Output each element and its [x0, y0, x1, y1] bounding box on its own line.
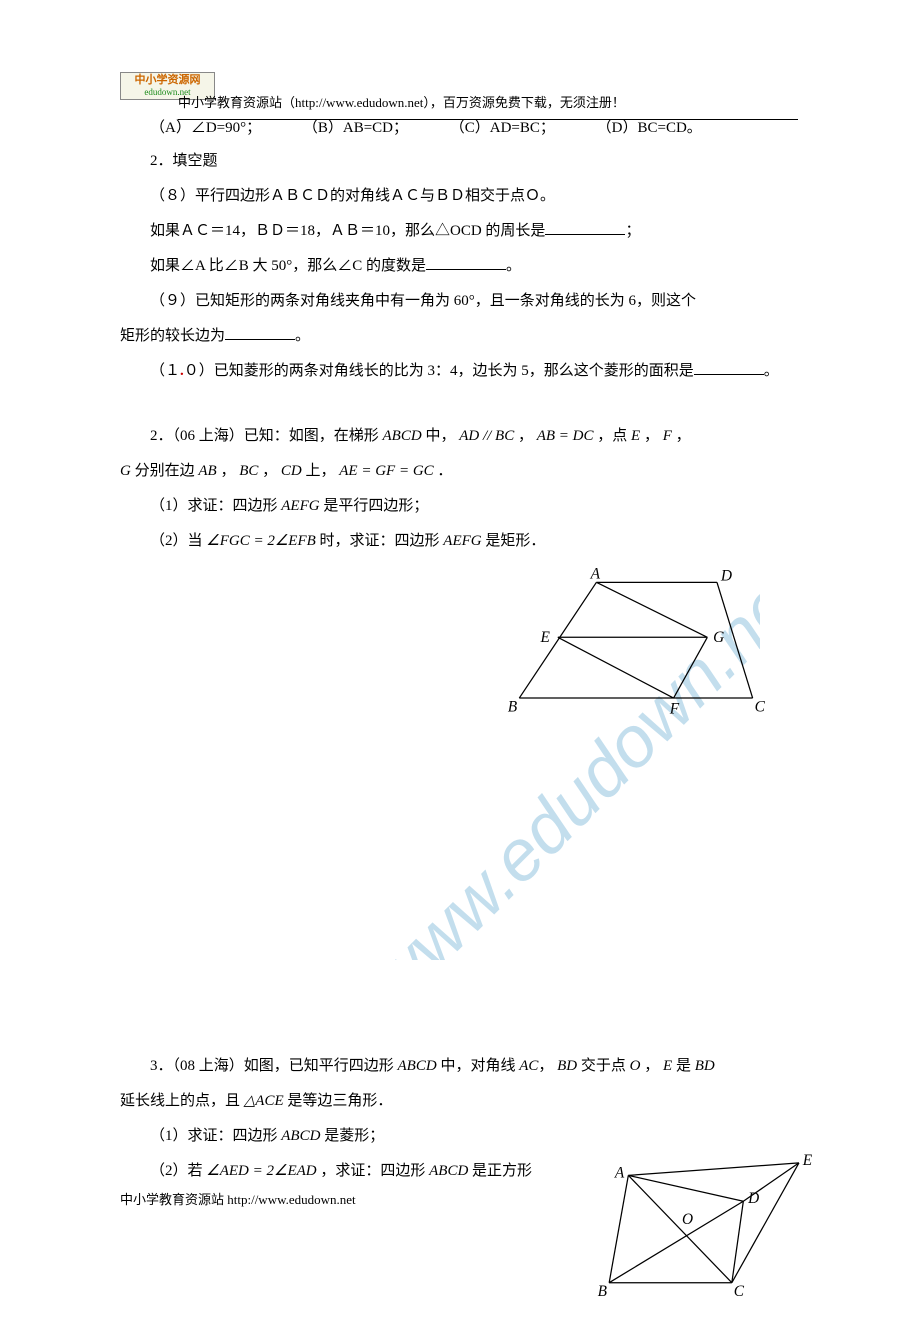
q9-line2: 矩形的较长边为。: [120, 320, 800, 353]
q8-line1: （８）平行四边形ＡＢＣＤ的对角线ＡＣ与ＢＤ相交于点Ｏ。: [120, 180, 800, 213]
footer-text: 中小学教育资源站 http://www.edudown.net: [120, 1186, 356, 1215]
svg-text:A: A: [614, 1164, 625, 1181]
answer-choices: （A）∠D=90°； （B）AB=CD； （C）AD=BC； （D）BC=CD。: [120, 112, 800, 145]
blank: [225, 324, 295, 340]
blank: [694, 359, 764, 375]
q2-title: 2．填空题: [120, 145, 800, 178]
q8-line3: 如果∠A 比∠B 大 50°，那么∠C 的度数是。: [120, 250, 800, 283]
p2-intro: 2．（06 上海）已知：如图，在梯形 ABCD 中， AD // BC ， AB…: [120, 420, 800, 453]
svg-text:E: E: [540, 629, 551, 646]
p3-intro: 3．（08 上海）如图，已知平行四边形 ABCD 中，对角线 AC， BD 交于…: [120, 1050, 800, 1083]
svg-text:A: A: [590, 565, 601, 582]
svg-text:B: B: [508, 699, 518, 716]
svg-text:C: C: [755, 699, 766, 716]
q8-line2: 如果ＡＣ＝14，ＢＤ＝18，ＡＢ＝10，那么△OCD 的周长是；: [120, 215, 800, 248]
p2-sub2: （2）当 ∠FGC = 2∠EFB 时，求证：四边形 AEFG 是矩形．: [120, 525, 800, 558]
svg-text:F: F: [669, 700, 680, 717]
q10-line1: （１.０）已知菱形的两条对角线长的比为 3：4，边长为 5，那么这个菱形的面积是…: [120, 355, 800, 388]
svg-text:O: O: [682, 1211, 693, 1228]
p2-sub1: （1）求证：四边形 AEFG 是平行四边形；: [120, 490, 800, 523]
figure-parallelogram: A D E B C O: [590, 1140, 820, 1320]
blank: [426, 254, 506, 270]
q9-line1: （９）已知矩形的两条对角线夹角中有一角为 60°，且一条对角线的长为 6，则这个: [120, 285, 800, 318]
p2-line2: G 分别在边 AB ， BC ， CD 上， AE = GF = GC ．: [120, 455, 800, 488]
choice-c: （C）AD=BC；: [450, 120, 555, 136]
choice-b: （B）AB=CD；: [303, 120, 408, 136]
logo-title: 中小学资源网: [121, 74, 214, 86]
svg-text:G: G: [713, 629, 724, 646]
svg-text:E: E: [802, 1152, 813, 1169]
p3-line2: 延长线上的点，且 △ACE 是等边三角形．: [120, 1085, 800, 1118]
svg-text:D: D: [747, 1190, 759, 1207]
svg-text:B: B: [598, 1283, 608, 1300]
blank: [545, 219, 625, 235]
figure-trapezoid: A D E G B F C: [500, 560, 770, 730]
svg-text:C: C: [734, 1283, 745, 1300]
svg-text:D: D: [720, 567, 732, 584]
choice-a: （A）∠D=90°；: [150, 120, 261, 136]
choice-d: （D）BC=CD。: [597, 120, 702, 136]
